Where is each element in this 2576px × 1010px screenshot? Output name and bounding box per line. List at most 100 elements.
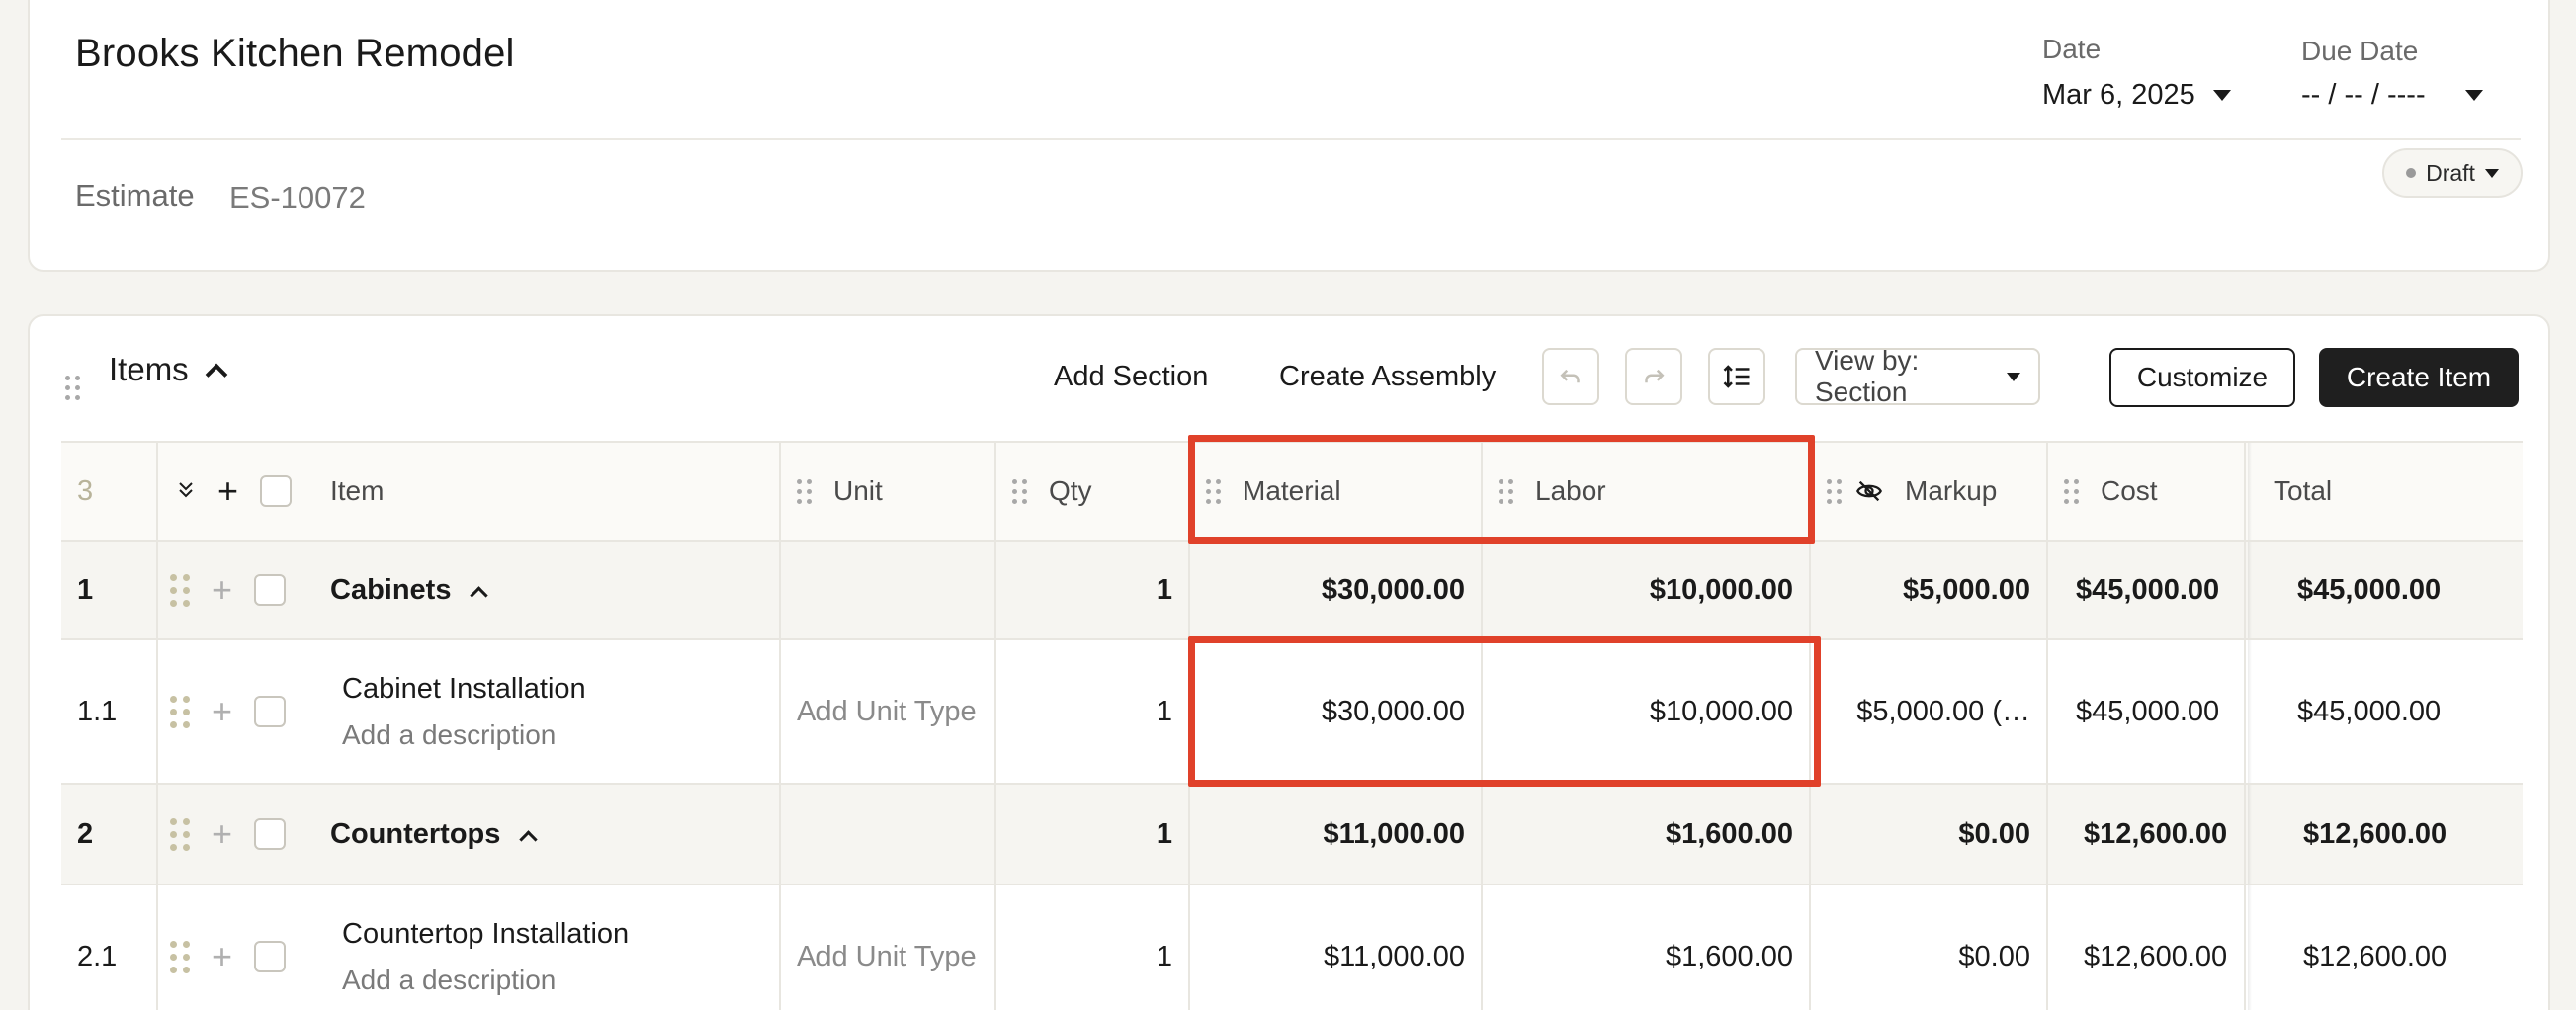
column-drag-icon[interactable]	[1012, 478, 1027, 504]
sticky-column-shadow	[2248, 443, 2252, 540]
item-name-cell[interactable]: Cabinet Installation Add a description	[306, 640, 781, 783]
sticky-column-shadow	[2248, 785, 2252, 884]
drag-handle-icon[interactable]	[65, 368, 80, 400]
row-height-button[interactable]	[1708, 348, 1765, 405]
row-count: 3	[61, 443, 158, 540]
select-all-checkbox[interactable]	[260, 475, 293, 507]
create-item-button[interactable]: Create Item	[2319, 348, 2519, 407]
sticky-column-shadow	[2248, 885, 2252, 1010]
date-value: Mar 6, 2025	[2042, 79, 2195, 111]
add-subrow-icon[interactable]: +	[212, 691, 233, 731]
undo-icon	[1560, 369, 1580, 383]
item-name-cell[interactable]: Countertop Installation Add a descriptio…	[306, 885, 781, 1010]
redo-button[interactable]	[1625, 348, 1682, 405]
row-number: 2.1	[61, 885, 158, 1010]
row-number: 2	[61, 785, 158, 884]
row-checkbox[interactable]	[254, 941, 287, 972]
row-drag-icon[interactable]	[170, 573, 190, 607]
cost-cell: $45,000.00	[2048, 542, 2246, 638]
column-header-qty[interactable]: Qty	[996, 443, 1190, 540]
eye-off-icon[interactable]	[1855, 477, 1883, 505]
due-date-label: Due Date	[2301, 36, 2419, 66]
column-header-markup[interactable]: Markup	[1811, 443, 2048, 540]
add-subrow-icon[interactable]: +	[212, 569, 233, 610]
column-drag-icon[interactable]	[797, 478, 812, 504]
column-drag-icon[interactable]	[1827, 478, 1842, 504]
section-name-cell[interactable]: Cabinets	[306, 542, 781, 638]
section-name-cell[interactable]: Countertops	[306, 785, 781, 884]
cost-cell: $12,600.00	[2048, 885, 2246, 1010]
add-section-button[interactable]: Add Section	[1054, 361, 1209, 392]
column-header-unit[interactable]: Unit	[781, 443, 996, 540]
caret-down-icon	[2007, 372, 2020, 381]
markup-input[interactable]: $5,000.00 (…	[1811, 640, 2048, 783]
column-header-cost[interactable]: Cost	[2048, 443, 2246, 540]
cost-cell: $12,600.00	[2048, 785, 2246, 884]
caret-down-icon	[2464, 90, 2483, 101]
labor-cell: $1,600.00	[1483, 785, 1811, 884]
item-description-input[interactable]: Add a description	[342, 964, 557, 995]
customize-button[interactable]: Customize	[2109, 348, 2295, 407]
project-title: Brooks Kitchen Remodel	[75, 32, 515, 75]
estimate-header-card: Brooks Kitchen Remodel Date Mar 6, 2025 …	[28, 0, 2550, 272]
add-row-icon[interactable]: +	[217, 470, 239, 511]
qty-input[interactable]: 1	[996, 885, 1190, 1010]
items-section-toggle[interactable]: Items	[109, 351, 228, 388]
column-drag-icon[interactable]	[1499, 478, 1513, 504]
table-row-section[interactable]: 2 + Countertops 1 $11,000.00 $1,600.00 $…	[61, 783, 2523, 884]
unit-type-input[interactable]: Add Unit Type	[781, 640, 996, 783]
labor-input[interactable]: $1,600.00	[1483, 885, 1811, 1010]
date-picker[interactable]: Mar 6, 2025	[2042, 79, 2231, 112]
column-drag-icon[interactable]	[1206, 478, 1221, 504]
item-description-input[interactable]: Add a description	[342, 718, 557, 750]
unit-cell	[781, 785, 996, 884]
row-checkbox[interactable]	[254, 818, 287, 850]
column-header-labor[interactable]: Labor	[1483, 443, 1811, 540]
item-name[interactable]: Cabinet Installation	[342, 672, 586, 705]
labor-input[interactable]: $10,000.00	[1483, 640, 1811, 783]
due-date-picker[interactable]: -- / -- / ----	[2301, 79, 2483, 112]
total-cell: $12,600.00	[2303, 940, 2447, 972]
markup-input[interactable]: $0.00	[1811, 885, 2048, 1010]
row-drag-icon[interactable]	[170, 940, 190, 973]
column-drag-icon[interactable]	[2064, 478, 2079, 504]
create-assembly-button[interactable]: Create Assembly	[1279, 361, 1497, 392]
caret-down-icon	[2484, 168, 2499, 178]
column-header-item[interactable]: Item	[306, 443, 781, 540]
row-checkbox[interactable]	[254, 696, 287, 727]
table-row-item[interactable]: 1.1 + Cabinet Installation Add a descrip…	[61, 638, 2523, 783]
item-name[interactable]: Countertop Installation	[342, 917, 630, 950]
view-by-label: View by: Section	[1815, 345, 1920, 407]
add-subrow-icon[interactable]: +	[212, 936, 233, 976]
row-number: 1	[61, 542, 158, 638]
qty-input[interactable]: 1	[996, 640, 1190, 783]
column-header-cost-label: Cost	[2101, 475, 2158, 506]
table-row-item[interactable]: 2.1 + Countertop Installation Add a desc…	[61, 884, 2523, 1010]
chevron-up-icon[interactable]	[519, 829, 539, 849]
row-drag-icon[interactable]	[170, 695, 190, 728]
view-by-select[interactable]: View by: Section	[1795, 345, 2040, 407]
table-header-row: 3 + Item Unit Qty Material Labor	[61, 441, 2523, 540]
row-number: 1.1	[61, 640, 158, 783]
status-dot-icon	[2406, 168, 2417, 178]
add-subrow-icon[interactable]: +	[212, 813, 233, 854]
table-row-section[interactable]: 1 + Cabinets 1 $30,000.00 $10,000.00 $5,…	[61, 540, 2523, 638]
row-controls: +	[158, 785, 306, 884]
collapse-all-icon[interactable]	[176, 475, 196, 508]
status-badge[interactable]: Draft	[2382, 148, 2523, 198]
estimate-number: ES-10072	[229, 180, 366, 214]
row-checkbox[interactable]	[254, 574, 287, 606]
unit-type-input[interactable]: Add Unit Type	[781, 885, 996, 1010]
row-drag-icon[interactable]	[170, 817, 190, 851]
divider	[61, 138, 2521, 140]
column-header-unit-label: Unit	[833, 475, 883, 506]
material-cell: $11,000.00	[1190, 785, 1483, 884]
column-header-total[interactable]: Total	[2274, 475, 2333, 506]
undo-button[interactable]	[1542, 348, 1599, 405]
column-header-material[interactable]: Material	[1190, 443, 1483, 540]
row-controls: +	[158, 885, 306, 1010]
cost-cell: $45,000.00	[2048, 640, 2246, 783]
material-input[interactable]: $30,000.00	[1190, 640, 1483, 783]
material-input[interactable]: $11,000.00	[1190, 885, 1483, 1010]
chevron-up-icon[interactable]	[470, 585, 489, 605]
